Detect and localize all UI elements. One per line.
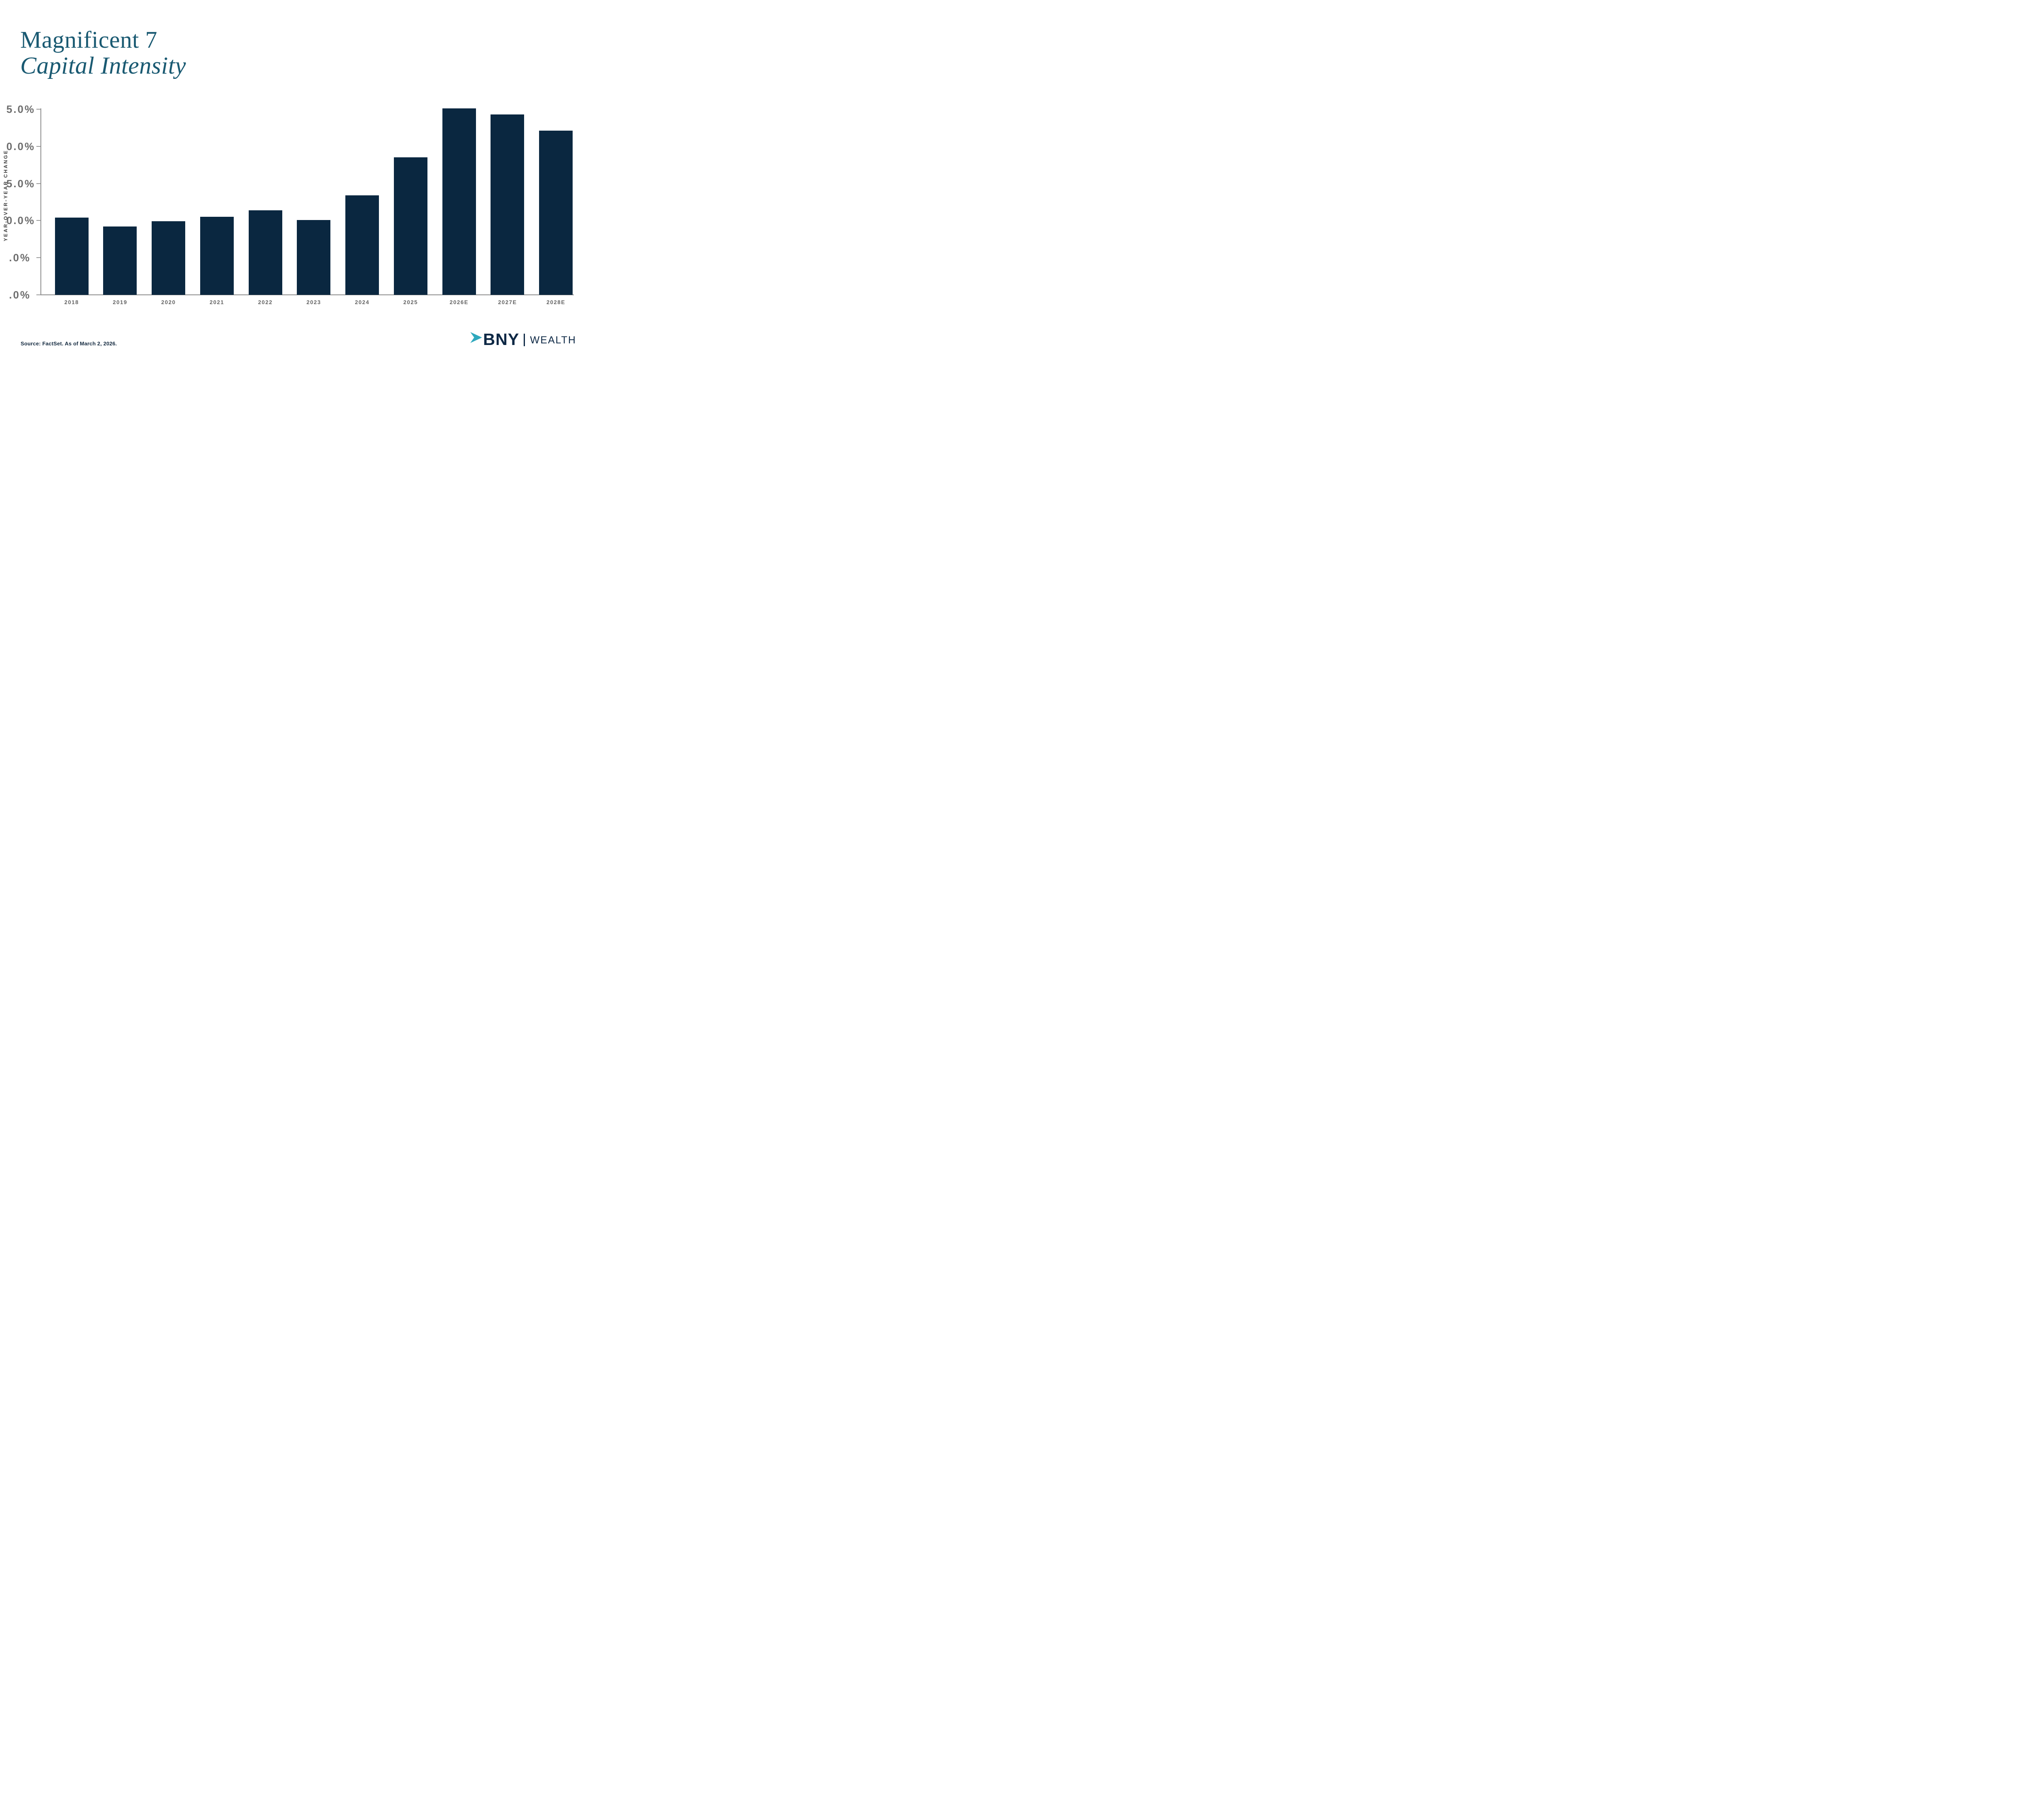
y-tick-label: 0.0%	[6, 140, 35, 152]
logo-division-text: WEALTH	[530, 334, 576, 346]
y-tick-label: 0.0%	[6, 214, 35, 227]
y-tick-label: 5.0%	[6, 177, 35, 190]
x-axis-label-2018: 2018	[64, 299, 79, 305]
chart-title-line2: Capital Intensity	[20, 52, 186, 79]
x-axis-label-2026E: 2026E	[449, 299, 469, 305]
x-axis-label-2022: 2022	[258, 299, 273, 305]
bar-2025	[393, 157, 427, 295]
x-axis-label-2021: 2021	[209, 299, 224, 305]
y-tick-mark	[36, 109, 40, 110]
y-tick-mark	[36, 220, 40, 221]
x-axis-label-2025: 2025	[403, 299, 418, 305]
x-axis-label-2020: 2020	[161, 299, 176, 305]
y-tick-label: .0%	[9, 252, 31, 264]
bar-2021	[200, 217, 234, 295]
y-axis-title: YEAR-OVER-YEAR CHANGE	[3, 149, 8, 241]
bar-2028E	[539, 131, 573, 295]
bny-arrow-icon	[470, 332, 482, 345]
y-tick-mark	[36, 294, 40, 295]
bar-2023	[297, 220, 331, 295]
x-axis-label-2028E: 2028E	[546, 299, 565, 305]
bar-2022	[248, 210, 282, 295]
y-tick-label: .0%	[9, 289, 31, 301]
page: Magnificent 7 Capital Intensity YEAR-OVE…	[0, 0, 586, 364]
x-axis-line	[40, 294, 574, 295]
chart-title-line1: Magnificent 7	[20, 26, 158, 53]
logo-divider	[524, 334, 525, 346]
y-axis-line	[40, 108, 41, 295]
bar-2026E	[442, 108, 476, 295]
x-axis-label-2023: 2023	[306, 299, 321, 305]
y-tick-mark	[36, 183, 40, 184]
bar-2027E	[491, 114, 525, 295]
y-tick-label: 5.0%	[6, 103, 35, 115]
bny-wealth-logo: BNY WEALTH	[470, 330, 576, 349]
bar-2018	[55, 218, 89, 295]
y-tick-mark	[36, 146, 40, 147]
x-axis-label-2024: 2024	[355, 299, 370, 305]
bar-2019	[103, 226, 137, 295]
chart-title: Magnificent 7 Capital Intensity	[20, 27, 186, 78]
x-axis-label-2019: 2019	[112, 299, 127, 305]
logo-brand-text: BNY	[483, 330, 520, 349]
source-note: Source: FactSet. As of March 2, 2026.	[21, 341, 117, 347]
bar-2024	[345, 195, 379, 295]
y-tick-mark	[36, 257, 40, 258]
x-axis-label-2027E: 2027E	[498, 299, 517, 305]
bar-2020	[152, 221, 186, 295]
